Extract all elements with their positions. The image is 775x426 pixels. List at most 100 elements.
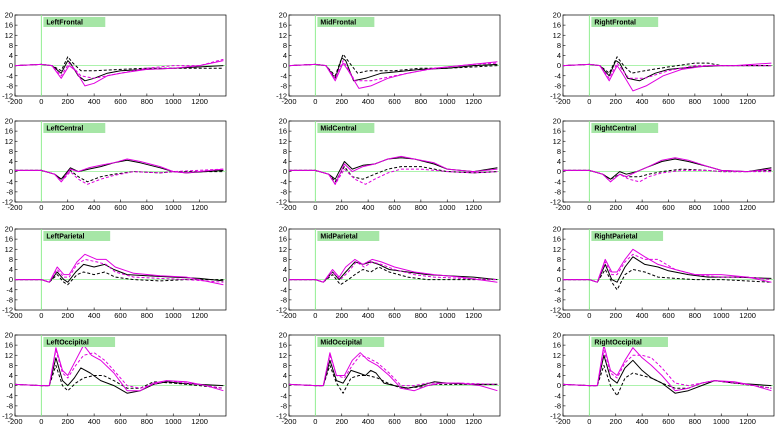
axes-frame bbox=[288, 334, 501, 417]
y-tick-label: -4 bbox=[6, 71, 13, 80]
y-tick-label: -12 bbox=[550, 198, 561, 207]
x-tick-label: 200 bbox=[335, 97, 348, 106]
x-tick-label: 800 bbox=[689, 417, 702, 426]
y-tick-label: 16 bbox=[5, 21, 13, 30]
x-tick-label: -200 bbox=[555, 203, 570, 212]
series-line-condition-1 bbox=[288, 359, 498, 389]
y-tick-label: 20 bbox=[553, 331, 561, 340]
x-tick-label: 800 bbox=[141, 97, 154, 106]
y-tick-label: -12 bbox=[2, 306, 13, 315]
x-tick-label: 1000 bbox=[713, 417, 730, 426]
x-tick-label: 1000 bbox=[165, 311, 182, 320]
x-tick-label: 1200 bbox=[465, 203, 482, 212]
x-tick-label: 200 bbox=[61, 417, 74, 426]
y-tick-label: 8 bbox=[557, 147, 561, 156]
y-tick-label: 4 bbox=[9, 265, 13, 274]
x-tick-label: 0 bbox=[313, 203, 317, 212]
y-tick-label: -8 bbox=[554, 295, 561, 304]
axes-frame bbox=[562, 334, 775, 417]
x-tick-label: 800 bbox=[415, 203, 428, 212]
x-tick-label: 1200 bbox=[191, 311, 208, 320]
series-line-condition-4 bbox=[289, 261, 498, 283]
y-tick-label: 12 bbox=[279, 137, 287, 146]
x-tick-label: 400 bbox=[636, 311, 649, 320]
y-tick-label: 4 bbox=[557, 157, 561, 166]
y-tick-label: 4 bbox=[283, 265, 287, 274]
series-line-condition-2 bbox=[289, 166, 498, 183]
y-tick-label: 8 bbox=[9, 41, 13, 50]
panel-title: RightFrontal bbox=[594, 20, 636, 27]
y-tick-label: -8 bbox=[554, 81, 561, 90]
y-tick-label: 12 bbox=[279, 31, 287, 40]
y-tick-label: 16 bbox=[279, 235, 287, 244]
y-tick-label: -12 bbox=[550, 412, 561, 421]
panel-title: LeftCentral bbox=[46, 126, 83, 133]
x-tick-label: 200 bbox=[335, 203, 348, 212]
y-tick-label: 16 bbox=[279, 21, 287, 30]
y-tick-label: 12 bbox=[553, 31, 561, 40]
y-tick-label: 12 bbox=[553, 245, 561, 254]
y-tick-label: 0 bbox=[557, 167, 561, 176]
series-line-condition-2 bbox=[14, 364, 224, 392]
x-tick-label: 400 bbox=[88, 417, 101, 426]
panel-title: RightOccipital bbox=[594, 340, 642, 347]
series-line-condition-4 bbox=[14, 58, 224, 79]
x-tick-label: 800 bbox=[689, 311, 702, 320]
y-tick-label: -12 bbox=[276, 92, 287, 101]
y-tick-label: -12 bbox=[550, 92, 561, 101]
x-tick-label: 600 bbox=[662, 417, 675, 426]
y-tick-label: 4 bbox=[283, 371, 287, 380]
x-tick-label: -200 bbox=[7, 203, 22, 212]
x-tick-label: 0 bbox=[587, 417, 591, 426]
panel-title: LeftOccipital bbox=[46, 340, 88, 347]
x-tick-label: 1000 bbox=[439, 203, 456, 212]
x-tick-label: 0 bbox=[39, 417, 43, 426]
x-tick-label: 200 bbox=[335, 311, 348, 320]
x-tick-label: -200 bbox=[7, 97, 22, 106]
x-tick-label: 400 bbox=[636, 203, 649, 212]
y-tick-label: -12 bbox=[550, 306, 561, 315]
y-tick-label: 8 bbox=[283, 147, 287, 156]
y-tick-label: 0 bbox=[9, 275, 13, 284]
y-tick-label: 12 bbox=[5, 351, 13, 360]
panel-title-bg bbox=[591, 337, 668, 347]
series-line-condition-1 bbox=[15, 159, 224, 180]
y-tick-label: -12 bbox=[276, 412, 287, 421]
y-tick-label: 4 bbox=[557, 51, 561, 60]
x-tick-label: 600 bbox=[662, 311, 675, 320]
x-tick-label: 1200 bbox=[191, 203, 208, 212]
x-tick-label: 400 bbox=[362, 203, 375, 212]
y-tick-label: 4 bbox=[283, 157, 287, 166]
panel-title-bg bbox=[591, 17, 659, 27]
x-tick-label: 1000 bbox=[165, 417, 182, 426]
series-line-condition-3 bbox=[289, 155, 498, 185]
x-tick-label: 600 bbox=[388, 417, 401, 426]
x-tick-label: 200 bbox=[609, 311, 622, 320]
y-tick-label: 12 bbox=[279, 245, 287, 254]
y-tick-label: 4 bbox=[557, 371, 561, 380]
x-tick-label: 0 bbox=[39, 97, 43, 106]
panel-title-bg bbox=[591, 123, 659, 133]
x-tick-label: 1200 bbox=[739, 203, 756, 212]
y-tick-label: 16 bbox=[5, 127, 13, 136]
axes-frame bbox=[562, 120, 775, 203]
y-tick-label: -4 bbox=[554, 391, 561, 400]
x-tick-label: -200 bbox=[555, 97, 570, 106]
y-tick-label: 8 bbox=[283, 255, 287, 264]
y-tick-label: 16 bbox=[279, 341, 287, 350]
y-tick-label: 20 bbox=[279, 331, 287, 340]
x-tick-label: 400 bbox=[636, 97, 649, 106]
series-line-condition-4 bbox=[15, 168, 224, 185]
x-tick-label: 600 bbox=[114, 203, 127, 212]
x-tick-label: 1000 bbox=[165, 97, 182, 106]
x-tick-label: 0 bbox=[313, 311, 317, 320]
y-tick-label: 0 bbox=[9, 61, 13, 70]
y-tick-label: 8 bbox=[283, 361, 287, 370]
series-line-condition-1 bbox=[562, 60, 772, 82]
y-tick-label: 20 bbox=[5, 225, 13, 234]
series-line-condition-2 bbox=[15, 271, 224, 286]
